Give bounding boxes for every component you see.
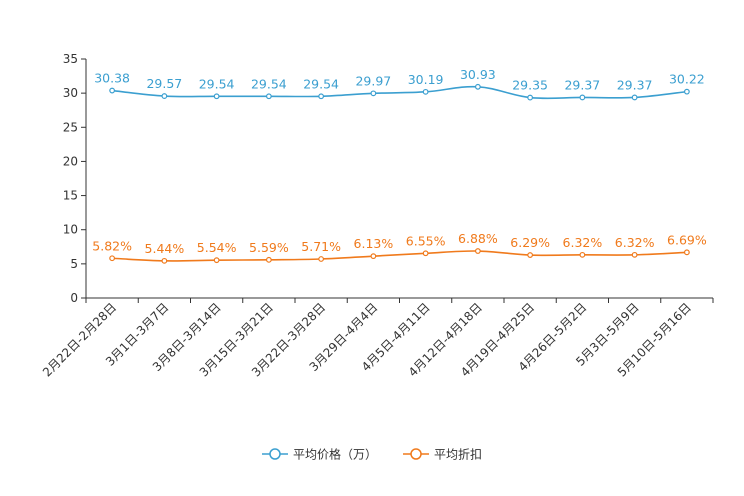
series-line-1 xyxy=(112,250,687,262)
data-label: 29.54 xyxy=(251,76,287,91)
data-point xyxy=(527,94,534,101)
data-point xyxy=(474,83,481,90)
data-label: 6.32% xyxy=(563,235,603,250)
legend-item: 平均价格（万） xyxy=(262,447,377,462)
data-label: 30.19 xyxy=(408,72,444,87)
data-point xyxy=(318,93,325,100)
data-label: 6.55% xyxy=(406,233,446,248)
y-tick-label: 20 xyxy=(63,154,78,168)
x-tick-label: 2月22日-2月28日 xyxy=(40,300,119,379)
legend-label: 平均价格（万） xyxy=(293,447,377,462)
data-label: 5.82% xyxy=(92,238,132,253)
data-label: 29.57 xyxy=(146,76,182,91)
data-point xyxy=(631,251,638,258)
data-point xyxy=(683,88,690,95)
data-point xyxy=(109,87,116,94)
legend-item: 平均折扣 xyxy=(403,447,482,462)
data-point xyxy=(265,93,272,100)
data-label: 5.54% xyxy=(197,240,237,255)
y-tick-label: 35 xyxy=(63,52,78,66)
data-label: 29.97 xyxy=(355,73,391,88)
data-point xyxy=(213,93,220,100)
data-label: 29.54 xyxy=(199,76,235,91)
data-point xyxy=(474,248,481,254)
y-tick-label: 10 xyxy=(63,223,78,237)
y-tick-label: 30 xyxy=(63,86,78,100)
legend-marker xyxy=(410,448,422,460)
data-label: 6.29% xyxy=(510,235,550,250)
data-point xyxy=(527,252,534,258)
legend-marker xyxy=(269,448,281,460)
data-label: 6.69% xyxy=(667,232,707,247)
data-label: 5.71% xyxy=(301,239,341,254)
data-label: 5.59% xyxy=(249,240,289,255)
data-label: 6.88% xyxy=(458,231,498,246)
data-label: 6.13% xyxy=(354,236,394,251)
data-point xyxy=(579,251,586,258)
y-tick-label: 15 xyxy=(63,189,78,203)
data-label: 29.54 xyxy=(303,76,339,91)
series-line-0 xyxy=(112,85,687,100)
data-point xyxy=(631,94,638,101)
data-point xyxy=(265,256,272,263)
axes: 051015202530352月22日-2月28日3月1日-3月7日3月8日-3… xyxy=(40,52,714,380)
data-label: 29.37 xyxy=(617,77,653,92)
data-label: 29.35 xyxy=(512,78,548,93)
y-tick-label: 5 xyxy=(70,257,78,271)
series-layer xyxy=(109,83,690,264)
data-point xyxy=(370,253,377,260)
data-label: 30.22 xyxy=(669,72,705,87)
legend-label: 平均折扣 xyxy=(434,447,482,462)
data-labels: 30.38 29.57 29.54 29.54 29.54 29.97 30.19 30.93… xyxy=(92,67,707,256)
data-point xyxy=(683,249,690,256)
data-label: 5.44% xyxy=(145,241,185,256)
legend: 平均价格（万） 平均折扣 xyxy=(262,447,482,462)
y-tick-label: 25 xyxy=(63,120,78,134)
data-label: 30.93 xyxy=(460,67,496,82)
data-point xyxy=(213,257,220,264)
data-point xyxy=(579,94,586,101)
data-label: 29.37 xyxy=(564,77,600,92)
data-point xyxy=(318,256,325,262)
data-label: 30.38 xyxy=(94,71,130,86)
data-point xyxy=(109,255,116,262)
data-point xyxy=(422,88,429,95)
data-label: 6.32% xyxy=(615,235,655,250)
data-point xyxy=(422,250,429,257)
data-point xyxy=(161,93,168,99)
y-tick-label: 0 xyxy=(70,291,78,305)
data-point xyxy=(370,90,377,97)
data-point xyxy=(161,257,168,264)
